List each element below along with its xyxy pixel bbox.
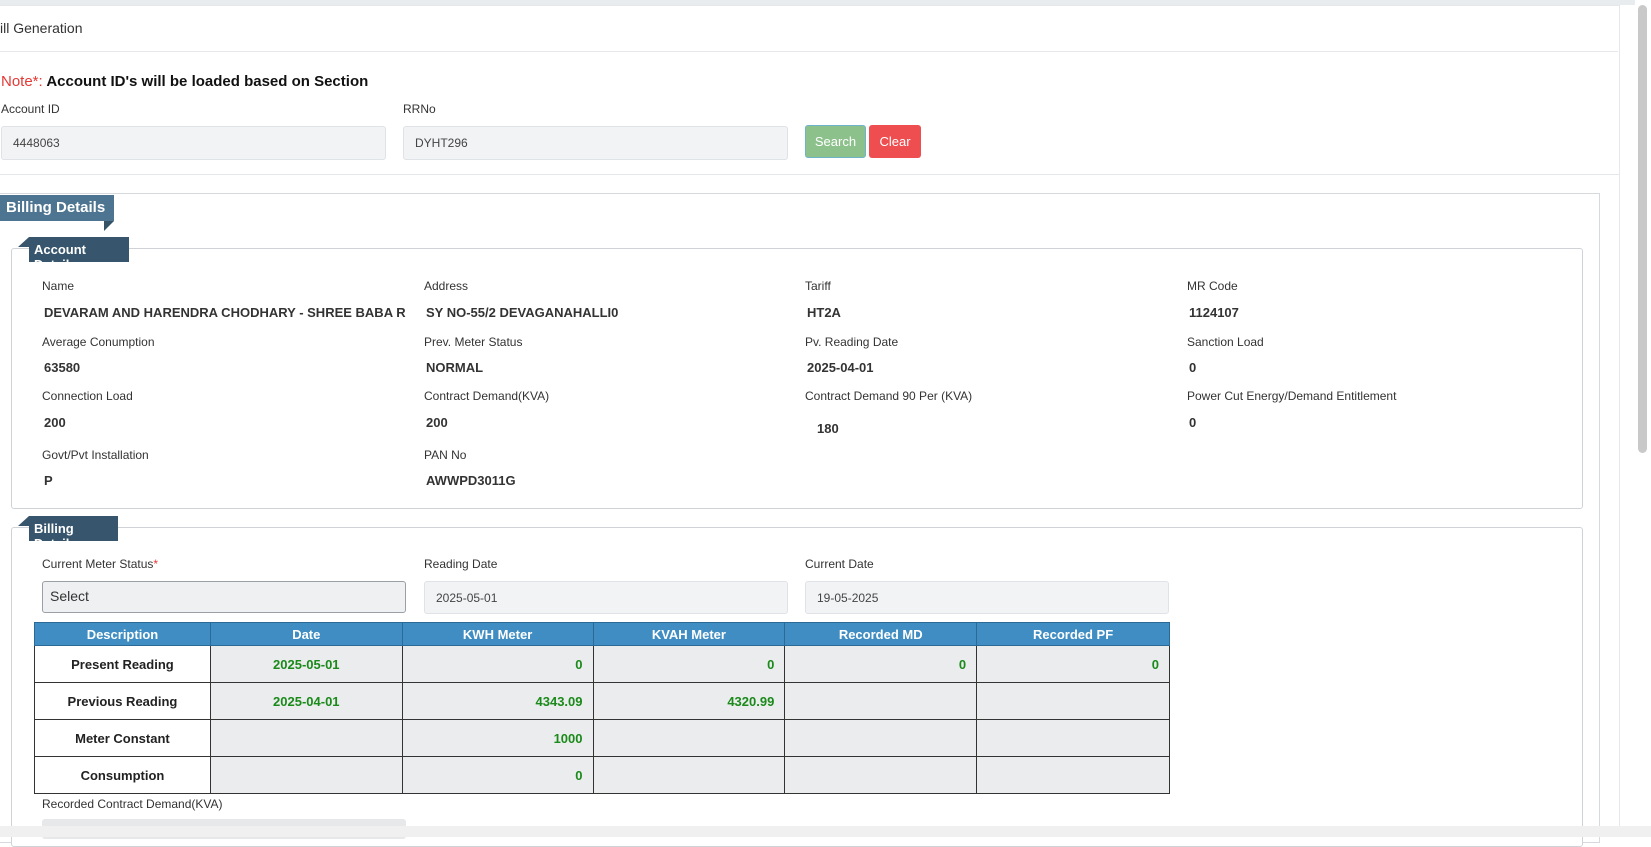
- row-pf: [976, 756, 1170, 794]
- connection-load-value: 200: [44, 415, 66, 430]
- row-kwh: 4343.09: [401, 682, 594, 720]
- row-kvah: 4320.99: [592, 682, 786, 720]
- table-row: Meter Constant 1000: [34, 719, 1170, 757]
- pv-reading-date-label: Pv. Reading Date: [805, 335, 899, 349]
- row-date: 2025-05-01: [209, 645, 403, 683]
- row-md: [784, 682, 978, 720]
- row-kwh: 0: [401, 756, 594, 794]
- top-border: [0, 0, 1640, 5]
- search-button[interactable]: Search: [805, 125, 866, 158]
- prev-meter-status-value: NORMAL: [426, 360, 484, 375]
- current-meter-status-select[interactable]: Select: [42, 581, 406, 613]
- col-header-kvah-meter: KVAH Meter: [592, 622, 786, 646]
- rrno-input[interactable]: DYHT296: [403, 126, 788, 160]
- prev-meter-status-label: Prev. Meter Status: [424, 335, 523, 349]
- pan-no-label: PAN No: [424, 448, 467, 462]
- row-pf: [976, 719, 1170, 757]
- row-md: [784, 719, 978, 757]
- table-row: Previous Reading 2025-04-01 4343.09 4320…: [34, 682, 1170, 720]
- meter-reading-table: Description Date KWH Meter KVAH Meter Re…: [34, 622, 1170, 794]
- row-description: Previous Reading: [34, 682, 211, 720]
- reading-date-input[interactable]: 2025-05-01: [424, 581, 788, 614]
- row-md[interactable]: 0: [784, 645, 978, 683]
- row-kvah: [592, 719, 786, 757]
- billing-details-ribbon: Billing Details: [0, 195, 114, 221]
- current-date-input[interactable]: 19-05-2025: [805, 581, 1169, 614]
- reading-date-label: Reading Date: [424, 557, 498, 571]
- divider: [0, 174, 1620, 175]
- tariff-value: HT2A: [807, 305, 841, 320]
- account-id-label: Account ID: [1, 102, 60, 116]
- col-header-recorded-md: Recorded MD: [784, 622, 978, 646]
- row-description: Present Reading: [34, 645, 211, 683]
- recorded-contract-demand-label: Recorded Contract Demand(KVA): [42, 797, 223, 811]
- current-meter-status-label-text: Current Meter Status: [42, 557, 154, 571]
- rrno-label: RRNo: [403, 102, 436, 116]
- current-date-label: Current Date: [805, 557, 874, 571]
- col-header-date: Date: [209, 622, 403, 646]
- account-details-fieldset: [11, 248, 1583, 509]
- row-date: [209, 756, 403, 794]
- required-mark: *: [153, 557, 159, 571]
- ribbon-fold: [104, 221, 114, 231]
- contract-demand-90-label: Contract Demand 90 Per (KVA): [805, 389, 973, 403]
- average-consumption-value: 63580: [44, 360, 81, 375]
- mr-code-label: MR Code: [1187, 279, 1238, 293]
- mr-code-value: 1124107: [1189, 305, 1239, 320]
- ribbon-fold: [18, 237, 29, 247]
- row-kwh[interactable]: 0: [401, 645, 594, 683]
- table-header-row: Description Date KWH Meter KVAH Meter Re…: [34, 622, 1170, 646]
- note-message: Account ID's will be loaded based on Sec…: [42, 73, 369, 90]
- row-kvah: [592, 756, 786, 794]
- vertical-scrollbar-thumb[interactable]: [1638, 5, 1647, 453]
- col-header-kwh-meter: KWH Meter: [401, 622, 594, 646]
- page-title: ill Generation: [0, 6, 1618, 52]
- row-md: [784, 756, 978, 794]
- contract-demand-value: 200: [426, 415, 448, 430]
- address-label: Address: [424, 279, 469, 293]
- tariff-label: Tariff: [805, 279, 831, 293]
- average-consumption-label: Average Conumption: [42, 335, 155, 349]
- contract-demand-label: Contract Demand(KVA): [424, 389, 550, 403]
- pv-reading-date-value: 2025-04-01: [807, 360, 874, 375]
- row-kwh: 1000: [401, 719, 594, 757]
- row-pf[interactable]: 0: [976, 645, 1170, 683]
- power-cut-entitlement-value: 0: [1189, 415, 1197, 430]
- pan-no-value: AWWPD3011G: [426, 473, 516, 488]
- table-row: Present Reading 2025-05-01 0 0 0 0: [34, 645, 1170, 683]
- row-description: Consumption: [34, 756, 211, 794]
- current-meter-status-label: Current Meter Status*: [42, 557, 158, 571]
- row-pf: [976, 682, 1170, 720]
- name-label: Name: [42, 279, 75, 293]
- row-date: 2025-04-01: [209, 682, 403, 720]
- horizontal-scrollbar[interactable]: [0, 826, 1651, 837]
- note-text: Note*: Account ID's will be loaded based…: [1, 73, 368, 90]
- billing-details-sub-ribbon: Billing Details: [29, 516, 118, 551]
- sanction-load-label: Sanction Load: [1187, 335, 1264, 349]
- account-id-input[interactable]: 4448063: [1, 126, 386, 160]
- govt-pvt-installation-label: Govt/Pvt Installation: [42, 448, 149, 462]
- row-kvah[interactable]: 0: [592, 645, 786, 683]
- power-cut-entitlement-label: Power Cut Energy/Demand Entitlement: [1187, 389, 1397, 403]
- name-value: DEVARAM AND HARENDRA CHODHARY - SHREE BA…: [44, 305, 406, 320]
- col-header-recorded-pf: Recorded PF: [976, 622, 1170, 646]
- row-date: [209, 719, 403, 757]
- address-value: SY NO-55/2 DEVAGANAHALLI0: [426, 305, 619, 320]
- sanction-load-value: 0: [1189, 360, 1197, 375]
- row-description: Meter Constant: [34, 719, 211, 757]
- ribbon-fold: [18, 516, 29, 526]
- col-header-description: Description: [34, 622, 211, 646]
- table-row: Consumption 0: [34, 756, 1170, 794]
- account-details-ribbon: Account Details: [29, 237, 129, 272]
- govt-pvt-installation-value: P: [44, 473, 53, 488]
- connection-load-label: Connection Load: [42, 389, 133, 403]
- contract-demand-90-value: 180: [817, 421, 839, 436]
- clear-button[interactable]: Clear: [869, 125, 921, 158]
- note-prefix: Note*:: [1, 73, 43, 90]
